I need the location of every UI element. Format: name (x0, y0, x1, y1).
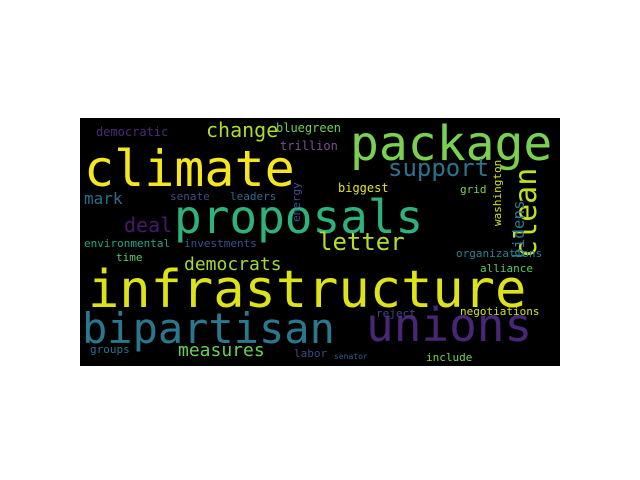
cloud-word-labor: labor (294, 347, 328, 360)
cloud-word-support: support (388, 154, 490, 182)
cloud-word-time: time (116, 251, 143, 264)
cloud-word-leaders: leaders (230, 190, 277, 203)
cloud-word-infrastructure: infrastructure (88, 260, 527, 320)
cloud-word-environmental: environmental (84, 237, 171, 250)
cloud-word-trillion: trillion (280, 139, 338, 153)
cloud-word-energy: energy (290, 182, 303, 222)
cloud-word-unions: unions (366, 298, 533, 352)
cloud-word-reject: reject (376, 307, 416, 320)
cloud-word-senator: senator (334, 352, 368, 361)
cloud-word-package: package (350, 118, 553, 172)
cloud-word-senate: senate (170, 190, 210, 203)
cloud-word-biggest: biggest (338, 181, 389, 195)
cloud-word-mark: mark (84, 189, 123, 208)
cloud-word-negotiations: negotiations (460, 305, 540, 318)
cloud-word-groups: groups (90, 343, 130, 356)
cloud-word-include: include (426, 351, 473, 364)
cloud-word-measures: measures (178, 340, 265, 361)
cloud-word-bipartisan: bipartisan (82, 304, 335, 353)
cloud-word-letter: letter (318, 228, 405, 256)
cloud-word-bluegreen: bluegreen (276, 121, 342, 135)
cloud-word-proposals: proposals (174, 190, 424, 244)
cloud-word-investments: investments (184, 237, 257, 250)
cloud-word-deal: deal (124, 213, 173, 237)
word-cloud-panel: infrastructure proposals climate package bip… (80, 118, 560, 366)
cloud-word-washington: washington (491, 159, 504, 226)
cloud-word-grid: grid (460, 183, 487, 196)
cloud-word-climate: climate (84, 140, 295, 198)
cloud-word-democrats: democrats (184, 254, 282, 275)
cloud-word-democratic: democratic (96, 125, 169, 139)
cloud-word-alliance: alliance (480, 262, 533, 275)
cloud-word-organizations: organizations (456, 247, 543, 260)
cloud-word-change: change (206, 118, 279, 142)
